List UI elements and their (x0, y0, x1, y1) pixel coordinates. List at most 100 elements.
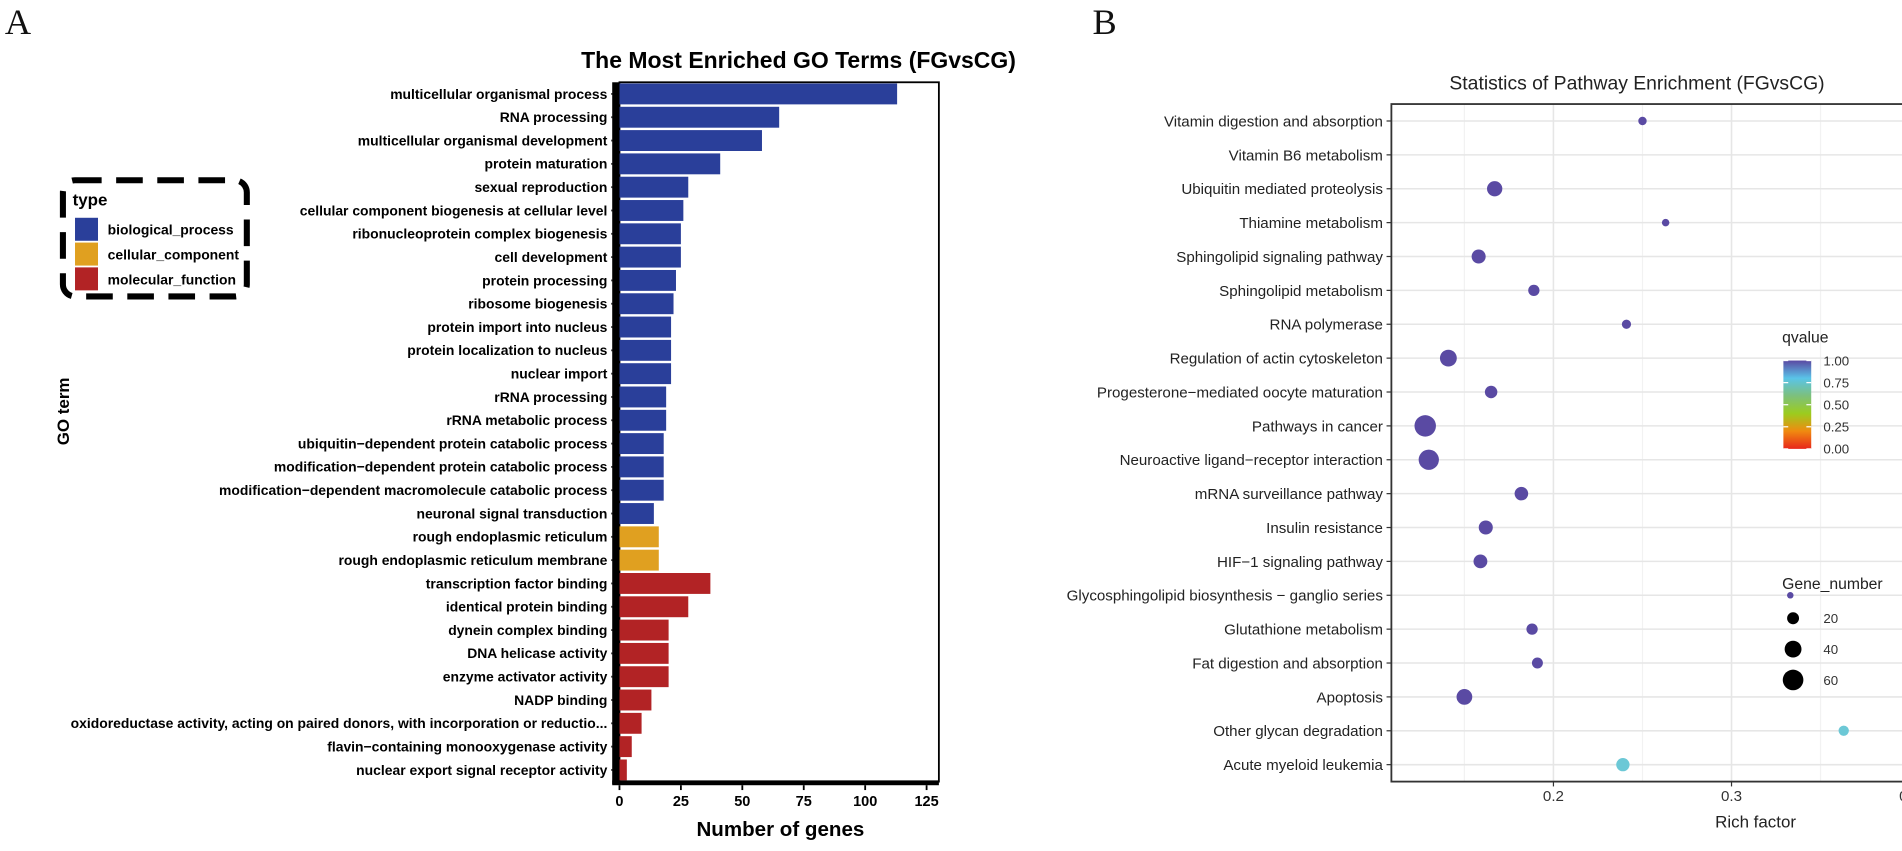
pathway-point (1473, 554, 1488, 569)
go-x-tick-label: 25 (673, 794, 689, 810)
pathway-point (1439, 349, 1457, 367)
go-bar (619, 736, 632, 758)
go-term-label: neuronal signal transduction (417, 505, 608, 521)
pathway-point (1526, 623, 1538, 635)
go-bar (619, 549, 659, 571)
pathway-x-axis-label: Rich factor (1715, 813, 1796, 832)
pathway-label: Vitamin digestion and absorption (1164, 113, 1383, 130)
go-bar (619, 153, 721, 175)
pathway-plot: Vitamin digestion and absorption Vitamin … (1067, 103, 1902, 805)
go-term-label: DNA helicase activity (467, 645, 607, 661)
go-bar (619, 246, 681, 268)
go-bar (619, 712, 642, 734)
go-term-label: rRNA processing (494, 389, 607, 405)
pathway-label: Progesterone−mediated oocyte maturation (1097, 384, 1383, 401)
pathway-label: Glutathione metabolism (1224, 622, 1383, 639)
pathway-label: Other glycan degradation (1213, 723, 1383, 740)
go-bar (619, 386, 667, 408)
go-bar (619, 83, 898, 105)
pathway-x-tick-label: 0.3 (1721, 788, 1742, 805)
go-bar (619, 479, 664, 501)
go-type-legend: type biological_process cellular_componen… (59, 177, 250, 300)
pathway-label: Thiamine metabolism (1239, 215, 1383, 232)
go-bar (619, 666, 669, 688)
pathway-label: Vitamin B6 metabolism (1229, 147, 1383, 164)
go-bar (619, 293, 674, 315)
pathway-point (1621, 319, 1632, 329)
colorbar-tick-label: 0.25 (1823, 420, 1849, 435)
go-term-label: rough endoplasmic reticulum (413, 529, 608, 545)
go-bar (619, 503, 654, 524)
go-term-label: oxidoreductase activity, acting on paire… (71, 715, 608, 731)
pathway-label: Insulin resistance (1266, 520, 1383, 537)
size-legend-dot (1787, 612, 1800, 625)
go-bar (619, 526, 659, 548)
go-bar (619, 759, 627, 781)
go-bars: multicellular organismal process RNA proc… (71, 81, 940, 810)
go-term-label: rRNA metabolic process (446, 412, 607, 428)
pathway-point (1456, 689, 1473, 705)
go-term-label: modification−dependent macromolecule cat… (219, 482, 608, 498)
pathway-bubble-chart: Statistics of Pathway Enrichment (FGvsCG… (1067, 73, 1902, 832)
pathway-point (1478, 520, 1493, 535)
go-term-label: nuclear import (511, 365, 608, 381)
pathway-point (1838, 725, 1849, 736)
pathway-point (1414, 415, 1436, 437)
pathway-point (1787, 592, 1794, 599)
go-term-label: ribosome biogenesis (468, 296, 607, 312)
go-term-label: enzyme activator activity (443, 669, 608, 685)
go-bar (619, 409, 667, 431)
pathway-label: Regulation of actin cytoskeleton (1170, 351, 1383, 368)
legend-entry-label: molecular_function (108, 271, 236, 287)
go-y-axis-line (612, 82, 620, 785)
go-bar (619, 363, 672, 385)
go-bar (619, 106, 780, 128)
pathway-label: Glycosphingolipid biosynthesis − ganglio… (1067, 588, 1384, 605)
go-term-label: cell development (495, 249, 608, 265)
go-term-label: protein processing (482, 272, 607, 288)
go-x-tick-label: 0 (615, 794, 623, 810)
pathway-label: Neuroactive ligand−receptor interaction (1120, 452, 1383, 469)
go-bar (619, 130, 762, 151)
pathway-plot-border (1390, 103, 1902, 783)
go-term-label: protein import into nucleus (427, 319, 607, 335)
go-x-tick-label: 50 (734, 794, 750, 810)
colorbar-tick-label: 0.50 (1823, 398, 1849, 413)
go-bar-chart: The Most Enriched GO Terms (FGvsCG) Numb… (54, 47, 1016, 841)
go-bar (619, 433, 664, 455)
go-bar (619, 223, 681, 245)
go-term-label: protein localization to nucleus (407, 342, 607, 358)
pathway-label: mRNA surveillance pathway (1195, 486, 1384, 503)
pathway-point (1531, 657, 1543, 669)
go-bar (619, 316, 672, 338)
go-term-label: ubiquitin−dependent protein catabolic pr… (298, 435, 608, 451)
go-x-tick-label: 125 (914, 794, 938, 810)
legend-swatch (75, 217, 99, 241)
pathway-label: Fat digestion and absorption (1192, 655, 1383, 672)
go-x-tick-label: 75 (796, 794, 812, 810)
pathway-x-tick-label: 0.2 (1543, 788, 1564, 805)
go-term-label: modification−dependent protein catabolic… (274, 459, 608, 475)
legend-entry-label: cellular_component (108, 247, 240, 263)
pathway-label: Ubiquitin mediated proteolysis (1181, 181, 1383, 198)
go-term-label: identical protein binding (446, 599, 607, 615)
go-x-tick-label: 100 (853, 794, 877, 810)
pathway-point (1661, 218, 1670, 227)
go-term-label: nuclear export signal receptor activity (356, 762, 607, 778)
go-x-axis-label: Number of genes (696, 818, 864, 841)
go-y-axis-label: GO term (54, 378, 73, 446)
go-term-label: NADP binding (514, 692, 607, 708)
size-legend-label: 20 (1823, 611, 1838, 626)
go-bar (619, 689, 652, 711)
go-term-label: multicellular organismal process (390, 86, 607, 102)
pathway-point (1484, 385, 1498, 399)
go-bar (619, 176, 689, 198)
go-bar (619, 200, 684, 221)
pathway-legends: qvalue Gene_number 1.00 0.75 0.50 0.25 0.00 2… (1782, 329, 1883, 691)
size-legend-label: 40 (1823, 642, 1838, 657)
size-legend-dot (1784, 640, 1802, 658)
qvalue-legend-title: qvalue (1782, 329, 1829, 346)
go-bar (619, 619, 669, 641)
